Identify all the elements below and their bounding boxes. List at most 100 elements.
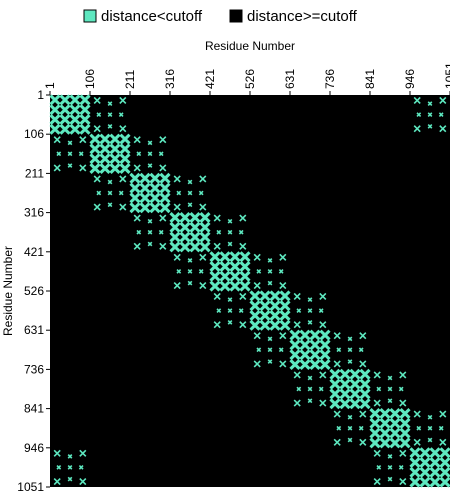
- contact-cell: [149, 172, 161, 184]
- contact-cell: [109, 162, 121, 175]
- off-diagonal-region: [333, 332, 367, 368]
- contact-cell: [389, 427, 401, 439]
- contact-cell: [399, 371, 407, 379]
- contact-cell: [227, 297, 233, 302]
- legend-swatch-contact: [83, 9, 97, 23]
- contact-cell: [159, 164, 167, 172]
- contact-cell: [173, 281, 181, 290]
- y-tick-label: 421: [24, 245, 44, 259]
- contact-cell: [339, 398, 351, 410]
- contact-cell: [399, 437, 411, 449]
- contact-cell: [318, 308, 324, 313]
- legend-label-contact: distance<cutoff: [101, 8, 203, 25]
- contact-cell: [399, 477, 407, 486]
- contact-cell: [159, 202, 171, 214]
- contact-cell: [389, 407, 401, 420]
- contact-cell: [109, 133, 121, 145]
- legend-label-no-contact: distance>=cutoff: [247, 8, 358, 25]
- contact-cell: [239, 251, 251, 263]
- off-diagonal-region: [413, 96, 447, 133]
- contact-cell: [119, 175, 127, 183]
- contact-cell: [169, 211, 181, 224]
- contact-cell: [279, 319, 291, 331]
- contact-cell: [179, 221, 191, 233]
- contact-cell: [293, 371, 301, 379]
- contact-cell: [99, 133, 111, 145]
- contact-cell: [319, 371, 327, 379]
- contact-cell: [199, 253, 207, 261]
- contact-cell: [416, 425, 422, 431]
- contact-cell: [179, 211, 191, 224]
- contact-cell: [238, 229, 244, 235]
- contact-cell: [429, 456, 441, 469]
- contact-cell: [227, 229, 233, 235]
- contact-cell: [296, 386, 302, 392]
- contact-cell: [299, 349, 311, 361]
- contact-cell: [173, 253, 181, 261]
- contact-cells: [49, 94, 450, 488]
- contact-cell: [179, 231, 191, 243]
- contact-cell: [227, 241, 233, 247]
- off-diagonal-region: [93, 175, 127, 211]
- contact-cell: [419, 466, 431, 478]
- contact-cell: [107, 179, 113, 185]
- contact-cell: [438, 425, 444, 431]
- contact-cell: [439, 96, 447, 105]
- off-diagonal-region: [253, 253, 287, 290]
- contact-cell: [107, 101, 113, 106]
- contact-cell: [259, 290, 271, 302]
- contact-cell: [413, 96, 421, 105]
- contact-cell: [49, 104, 61, 116]
- contact-cell: [93, 175, 101, 183]
- contact-cell: [253, 332, 261, 340]
- contact-cell: [189, 231, 201, 243]
- contact-cell: [369, 417, 381, 429]
- contact-cell: [209, 260, 221, 273]
- contact-cell: [329, 368, 341, 380]
- contact-cell: [319, 321, 327, 329]
- contact-cell: [78, 151, 84, 157]
- contact-cell: [347, 425, 353, 431]
- contact-cell: [387, 465, 393, 470]
- contact-cell: [136, 151, 142, 157]
- heatmap-plot-area: [49, 94, 450, 488]
- contact-cell: [256, 347, 262, 353]
- contact-cell: [67, 465, 73, 470]
- contact-cell: [399, 449, 407, 457]
- contact-cell: [239, 260, 251, 273]
- contact-cell: [139, 202, 151, 214]
- contact-cell: [209, 270, 221, 282]
- contact-cell: [256, 269, 262, 274]
- contact-cell: [239, 242, 247, 250]
- contact-cell: [133, 164, 141, 172]
- contact-cell: [413, 125, 421, 133]
- contact-cell: [279, 281, 287, 290]
- contact-cell: [439, 438, 447, 446]
- contact-cell: [239, 214, 247, 222]
- contact-cell: [53, 136, 61, 144]
- contact-cell: [139, 192, 151, 204]
- contact-cell: [429, 447, 441, 459]
- contact-cell: [267, 280, 273, 286]
- contact-cell: [319, 358, 331, 371]
- off-diagonal-region: [253, 332, 287, 368]
- contact-cell: [133, 242, 141, 250]
- contact-cell: [329, 398, 341, 410]
- contact-cell: [199, 281, 207, 290]
- contact-cell: [173, 175, 181, 183]
- contact-cell: [267, 359, 273, 364]
- x-tick-label: 1051: [443, 62, 450, 89]
- contact-cell: [107, 123, 113, 129]
- contact-cell: [216, 308, 222, 313]
- contact-cell: [109, 153, 121, 165]
- contact-cell: [299, 358, 311, 371]
- x-tick-label: 421: [203, 69, 217, 89]
- y-axis-title: Residue Number: [1, 246, 15, 336]
- contact-cell: [67, 454, 73, 459]
- y-tick-label: 526: [24, 284, 44, 298]
- contact-cell: [187, 258, 193, 263]
- contact-cell: [259, 309, 271, 322]
- contact-cell: [359, 388, 371, 400]
- y-tick-label: 841: [24, 402, 44, 416]
- contact-cell: [269, 300, 281, 312]
